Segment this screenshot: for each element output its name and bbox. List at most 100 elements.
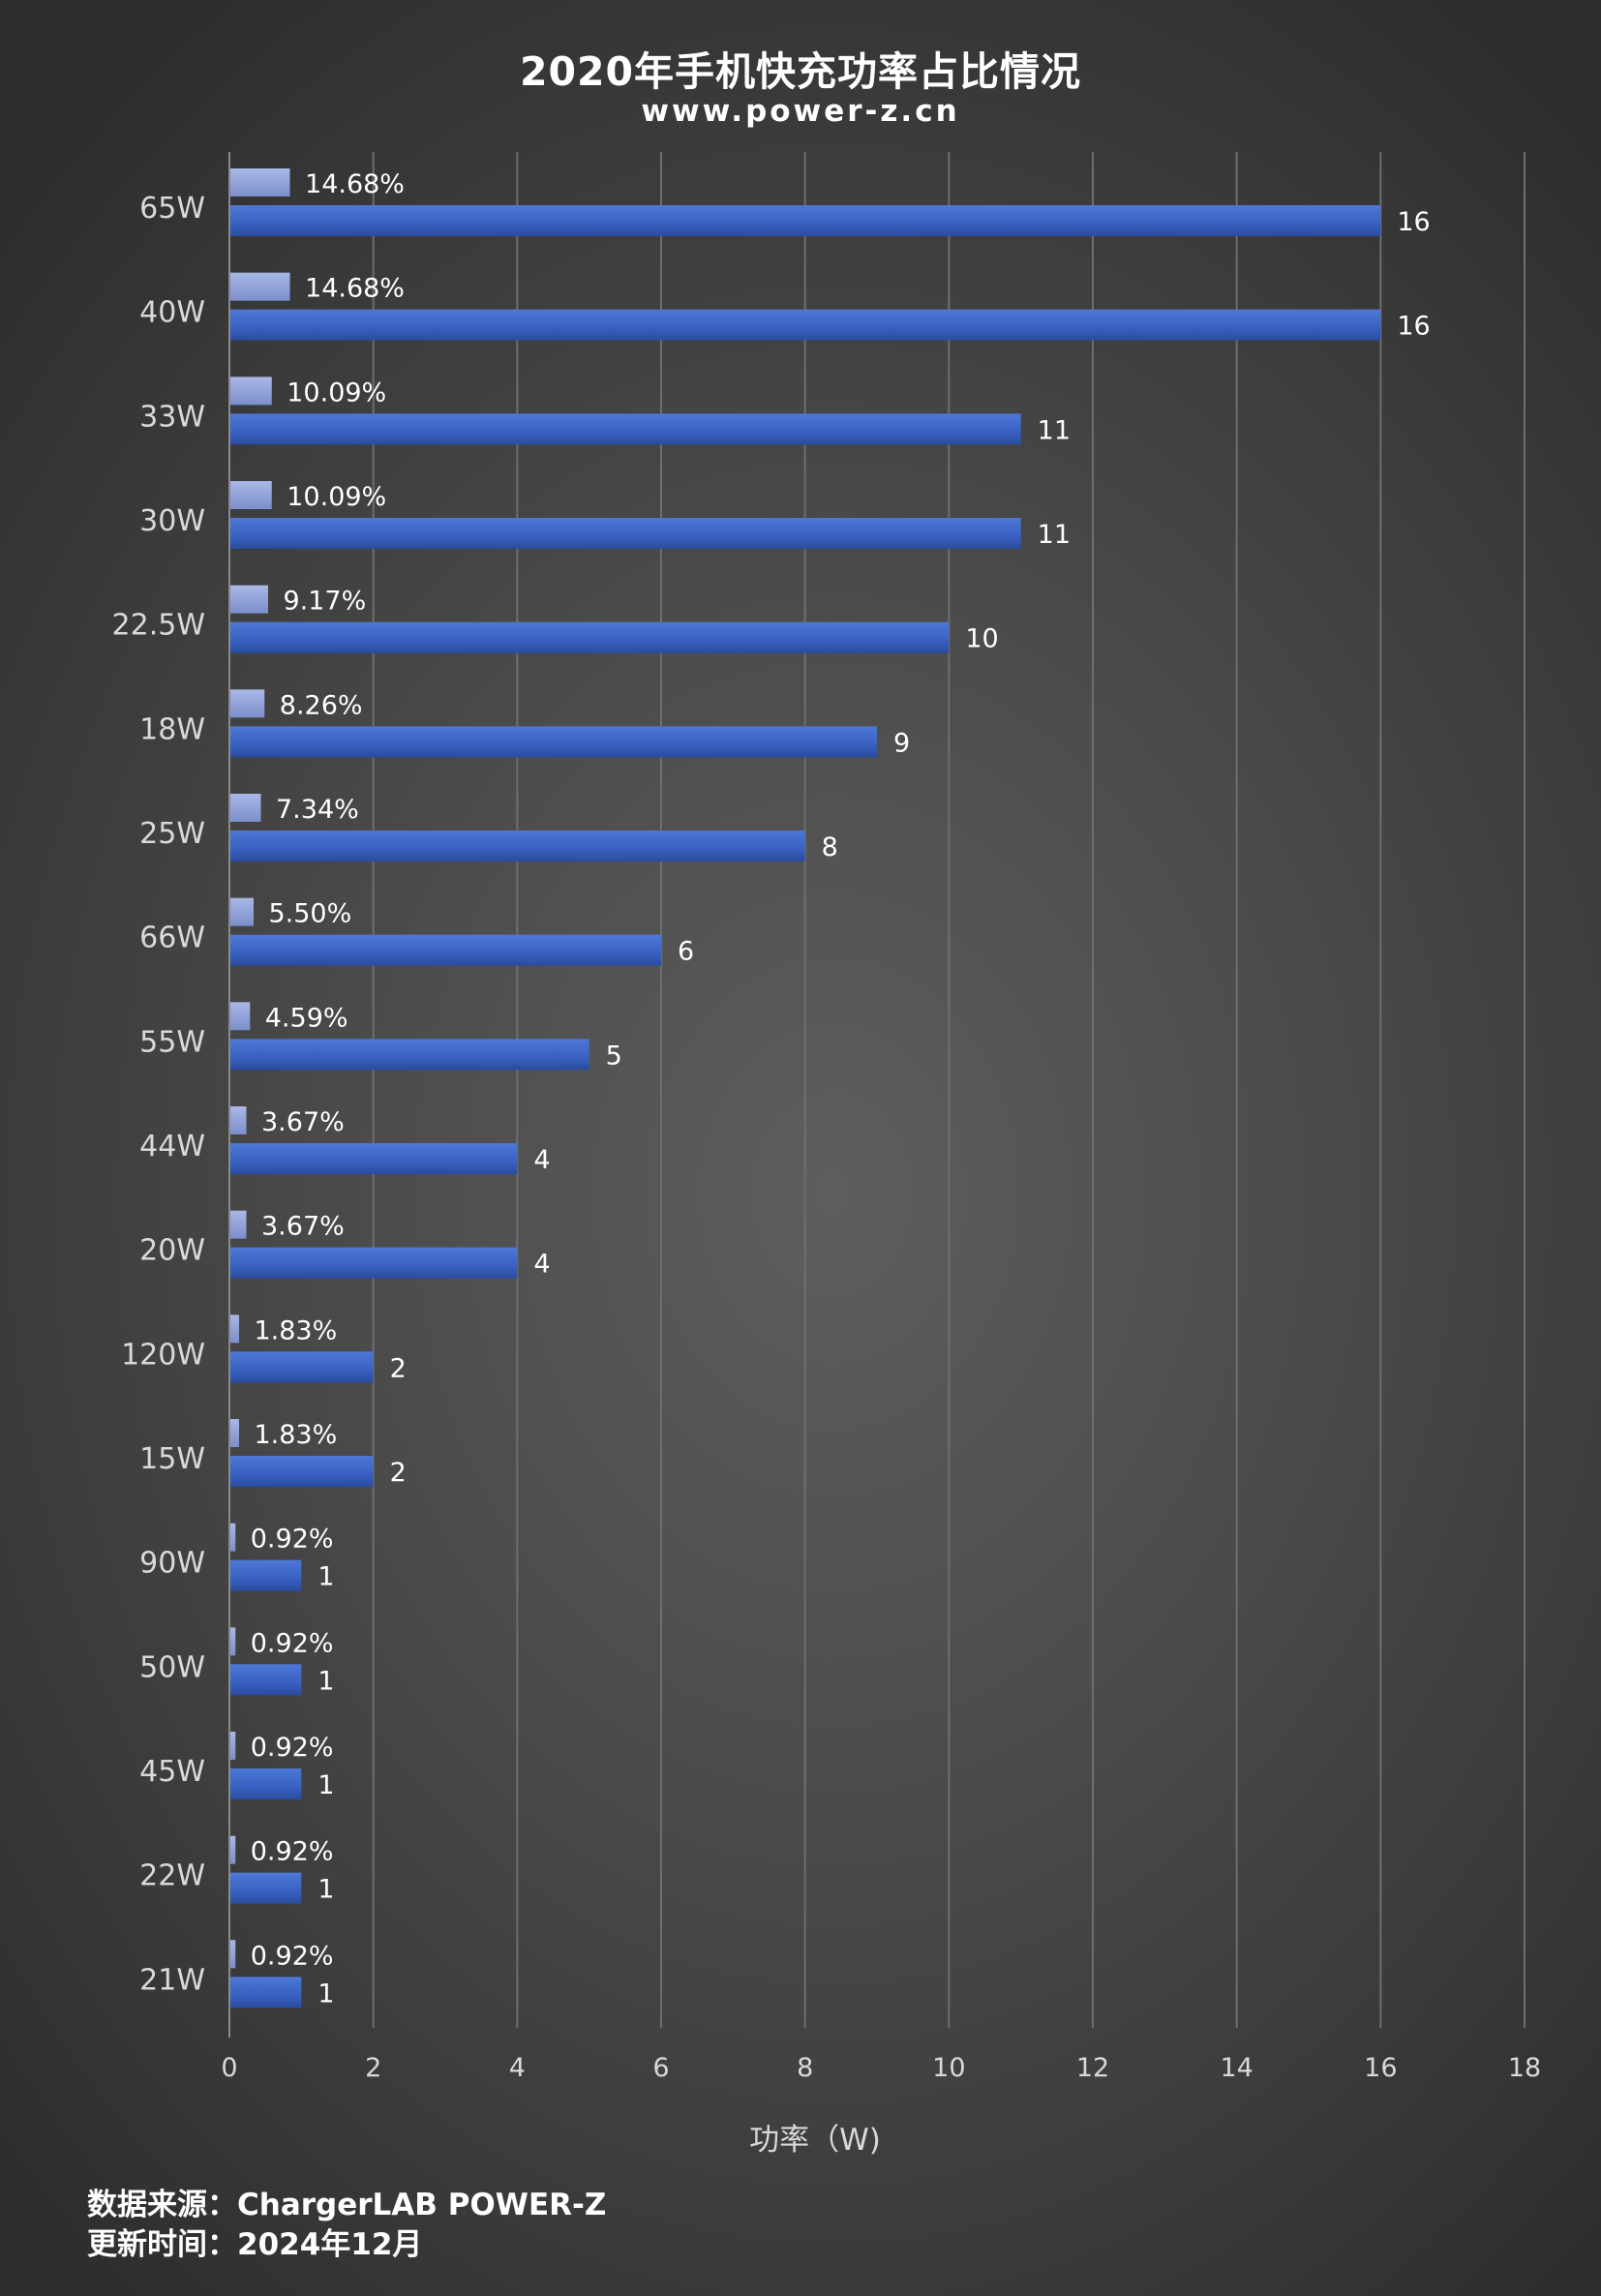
count-data-label: 11 bbox=[1038, 520, 1071, 550]
count-bar bbox=[229, 413, 1021, 445]
x-tick-label: 6 bbox=[652, 2053, 669, 2083]
percent-data-label: 3.67% bbox=[261, 1212, 345, 1242]
count-data-label: 10 bbox=[965, 624, 998, 654]
percent-bar bbox=[229, 168, 290, 196]
category-label: 21W bbox=[139, 1963, 205, 1997]
percent-data-label: 0.92% bbox=[251, 1733, 334, 1763]
count-data-label: 4 bbox=[533, 1145, 550, 1175]
category-label: 120W bbox=[121, 1338, 205, 1372]
x-axis-title: 功率（W) bbox=[749, 2123, 881, 2158]
category-label: 22W bbox=[139, 1859, 205, 1893]
percent-bar bbox=[229, 689, 265, 718]
percent-bar bbox=[229, 377, 272, 406]
percent-data-label: 0.92% bbox=[251, 1628, 334, 1658]
count-data-label: 2 bbox=[390, 1458, 407, 1488]
chart-title: 2020年手机快充功率占比情况 bbox=[519, 48, 1082, 95]
count-data-label: 5 bbox=[606, 1041, 622, 1071]
percent-data-label: 0.92% bbox=[251, 1837, 334, 1867]
category-label: 65W bbox=[139, 192, 205, 226]
percent-data-label: 9.17% bbox=[283, 587, 366, 617]
count-data-label: 16 bbox=[1397, 207, 1430, 237]
percent-bar bbox=[229, 1210, 247, 1239]
category-label: 45W bbox=[139, 1755, 205, 1789]
x-tick-label: 0 bbox=[221, 2053, 237, 2083]
percent-data-label: 0.92% bbox=[251, 1525, 334, 1555]
category-label: 55W bbox=[139, 1025, 205, 1059]
count-bar bbox=[229, 1351, 374, 1383]
percent-bar bbox=[229, 1627, 236, 1656]
percent-data-label: 1.83% bbox=[254, 1315, 337, 1345]
category-label: 25W bbox=[139, 817, 205, 851]
category-label: 90W bbox=[139, 1547, 205, 1581]
count-bar bbox=[229, 309, 1381, 341]
x-tick-label: 10 bbox=[932, 2053, 965, 2083]
count-data-label: 9 bbox=[893, 728, 910, 758]
percent-bar bbox=[229, 1940, 236, 1969]
percent-data-label: 10.09% bbox=[287, 378, 386, 408]
percent-data-label: 1.83% bbox=[254, 1420, 337, 1450]
percent-bar bbox=[229, 794, 261, 822]
percent-data-label: 7.34% bbox=[276, 795, 359, 825]
category-label: 44W bbox=[139, 1130, 205, 1163]
count-bar bbox=[229, 1872, 302, 1904]
count-bar bbox=[229, 205, 1381, 236]
update-time-note: 更新时间：2024年12月 bbox=[87, 2227, 423, 2262]
category-label: 66W bbox=[139, 921, 205, 955]
count-data-label: 8 bbox=[822, 832, 838, 862]
percent-data-label: 8.26% bbox=[280, 690, 363, 720]
percent-bar bbox=[229, 1314, 239, 1344]
count-data-label: 1 bbox=[317, 1875, 334, 1905]
category-label: 22.5W bbox=[112, 609, 205, 643]
category-label: 20W bbox=[139, 1234, 205, 1268]
percent-bar bbox=[229, 272, 290, 301]
percent-bar bbox=[229, 1732, 236, 1760]
x-tick-label: 18 bbox=[1508, 2053, 1541, 2083]
category-label: 18W bbox=[139, 712, 205, 746]
count-data-label: 1 bbox=[317, 1979, 334, 2009]
count-bar bbox=[229, 1456, 374, 1487]
percent-data-label: 10.09% bbox=[287, 482, 386, 512]
count-data-label: 1 bbox=[317, 1770, 334, 1800]
count-bar bbox=[229, 1977, 302, 2009]
x-tick-label: 16 bbox=[1364, 2053, 1397, 2083]
count-bar bbox=[229, 1768, 302, 1799]
count-data-label: 1 bbox=[317, 1666, 334, 1696]
x-tick-label: 8 bbox=[797, 2053, 813, 2083]
count-bar bbox=[229, 1143, 518, 1174]
percent-bar bbox=[229, 1523, 236, 1552]
percent-data-label: 3.67% bbox=[261, 1107, 345, 1137]
percent-bar bbox=[229, 1106, 247, 1134]
percent-data-label: 4.59% bbox=[265, 1003, 348, 1033]
percent-bar bbox=[229, 481, 272, 509]
percent-data-label: 14.68% bbox=[305, 169, 405, 199]
data-source-note: 数据来源：ChargerLAB POWER-Z bbox=[87, 2188, 607, 2222]
category-label: 15W bbox=[139, 1442, 205, 1476]
x-tick-label: 12 bbox=[1076, 2053, 1109, 2083]
count-bar bbox=[229, 831, 805, 861]
count-data-label: 6 bbox=[678, 937, 694, 967]
percent-data-label: 0.92% bbox=[251, 1941, 334, 1971]
category-label: 40W bbox=[139, 296, 205, 330]
percent-bar bbox=[229, 1002, 251, 1031]
count-bar bbox=[229, 934, 661, 966]
count-bar bbox=[229, 726, 877, 758]
percent-bar bbox=[229, 585, 268, 614]
x-tick-label: 4 bbox=[509, 2053, 526, 2083]
count-bar bbox=[229, 1664, 302, 1696]
category-label: 50W bbox=[139, 1650, 205, 1684]
percent-bar bbox=[229, 897, 254, 926]
count-data-label: 11 bbox=[1038, 415, 1071, 445]
percent-data-label: 14.68% bbox=[305, 274, 405, 304]
count-bar bbox=[229, 1247, 518, 1279]
count-bar bbox=[229, 621, 950, 653]
x-tick-label: 2 bbox=[365, 2053, 381, 2083]
percent-bar bbox=[229, 1419, 239, 1447]
x-tick-label: 14 bbox=[1220, 2053, 1253, 2083]
percent-bar bbox=[229, 1835, 236, 1864]
category-label: 33W bbox=[139, 400, 205, 434]
count-bar bbox=[229, 1039, 589, 1071]
chart-subtitle: www.power-z.cn bbox=[641, 94, 960, 129]
category-label: 30W bbox=[139, 504, 205, 538]
count-data-label: 1 bbox=[317, 1562, 334, 1592]
